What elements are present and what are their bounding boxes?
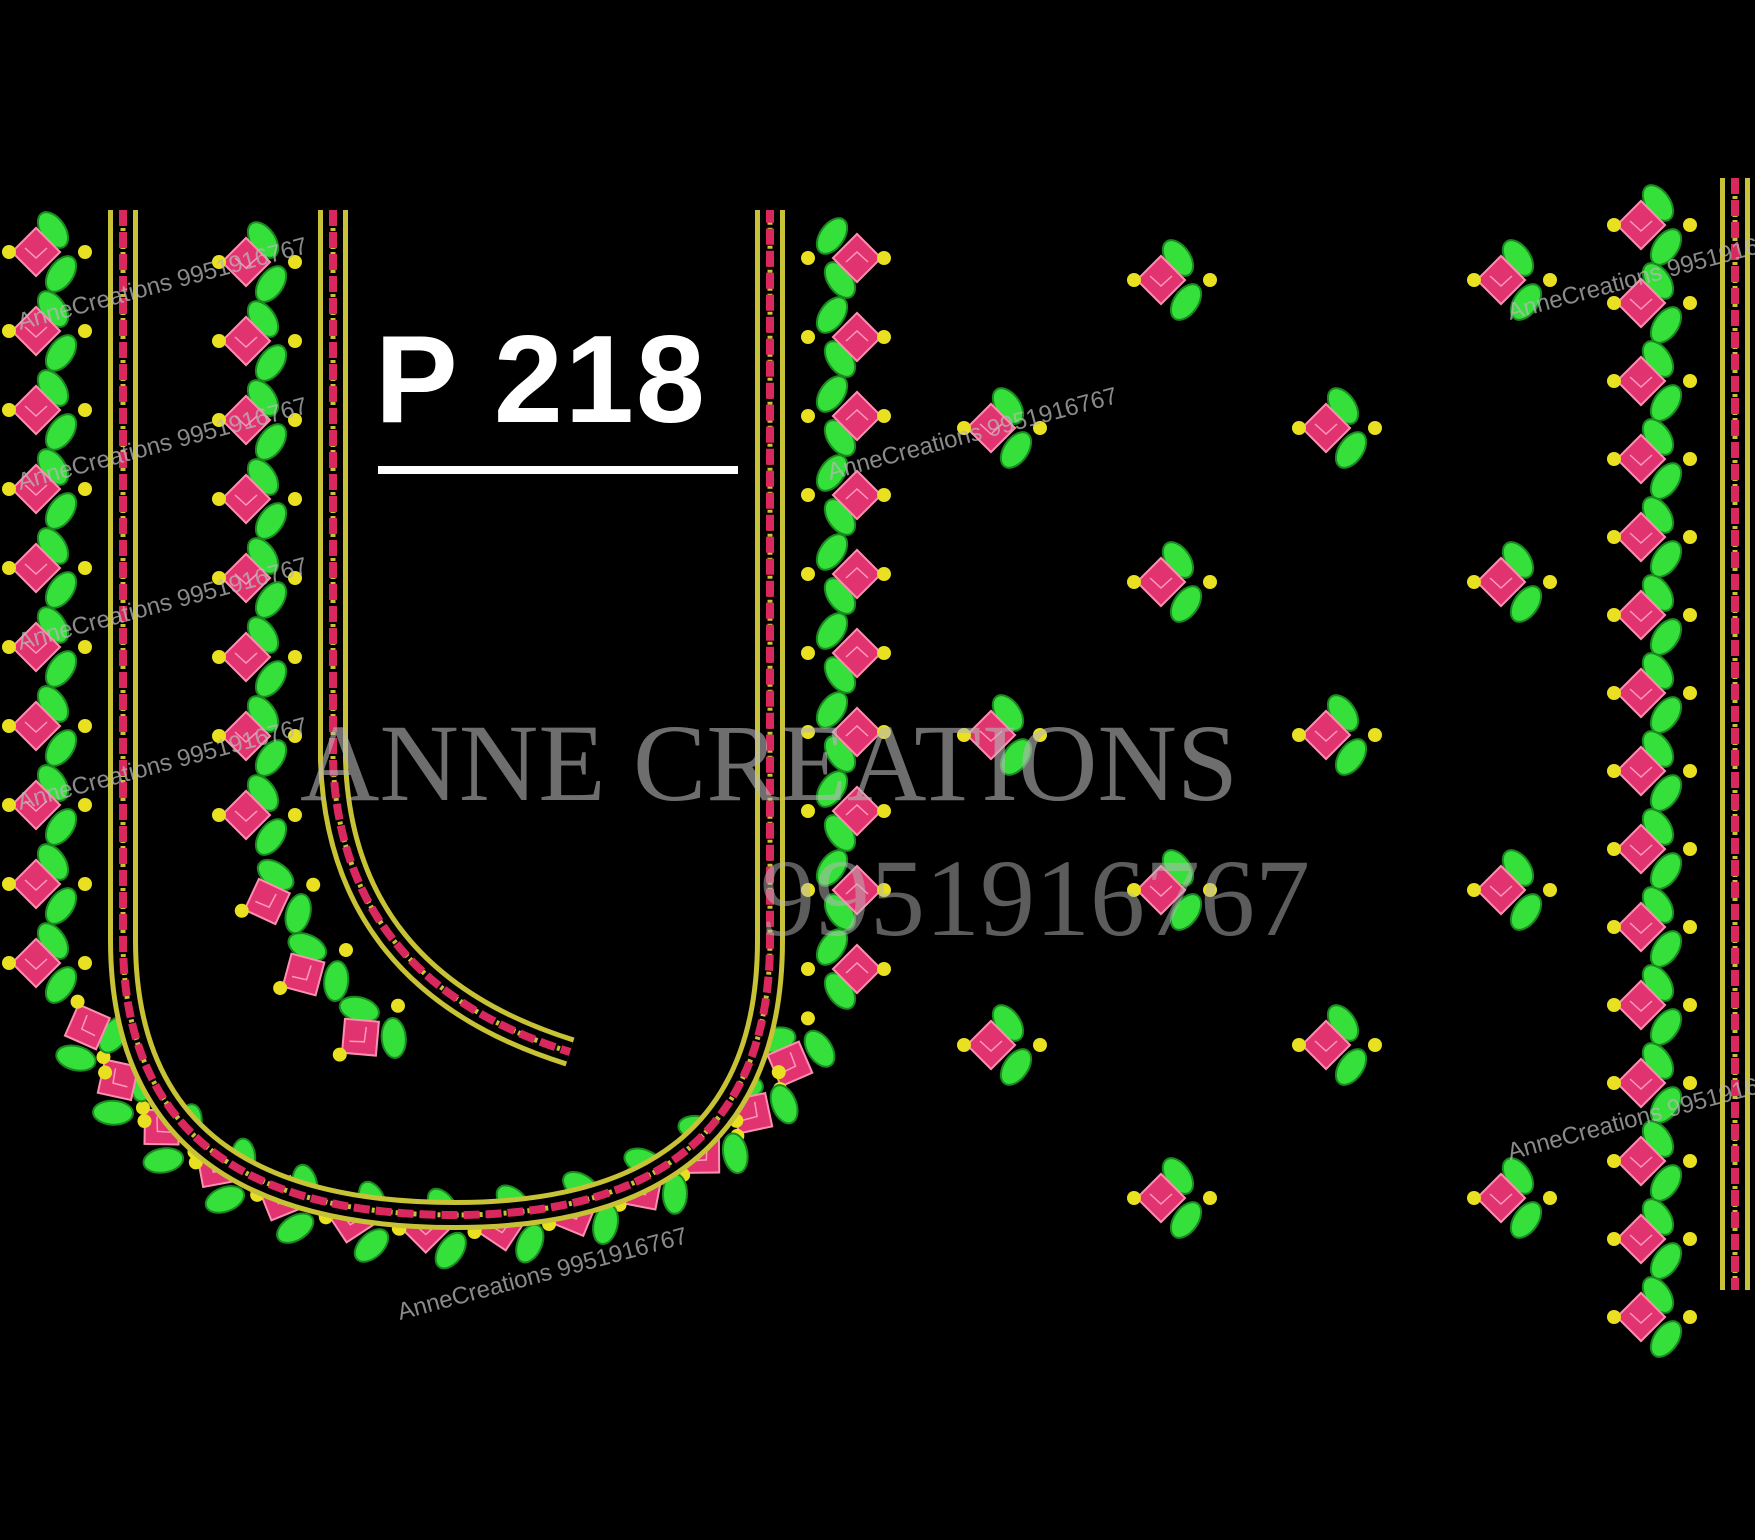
neckline-motif [1,916,94,1010]
sleeve-border-motif [1606,334,1698,428]
sleeve-border-motif [1606,568,1698,662]
neckline-motif [1,837,94,931]
design-code-underline [378,466,738,474]
sleeve-motif [1466,1151,1558,1245]
sleeve-border-motif [1606,490,1698,584]
neckline-border-outer-pink [119,210,774,1220]
sleeve-motif [1291,381,1383,475]
sleeve-border-motif [1606,880,1698,974]
sleeve-border-motif [1606,646,1698,740]
neckline-motif [211,294,303,388]
sleeve-border-motif [1606,802,1698,896]
sleeve-motif [1126,233,1218,327]
neckline-motif [1,205,94,299]
sleeve-motif [1126,535,1218,629]
sleeve-motif [1291,998,1383,1092]
neckline-motif [211,610,303,704]
sleeve-motif [1466,535,1558,629]
sleeve-motif [1126,1151,1218,1245]
neckline-motif [800,211,892,305]
sleeve-border-motif [1606,1270,1698,1364]
sleeve-border-motif [1606,724,1698,818]
sleeve-motif [956,998,1048,1092]
watermark-text: AnneCreations 9951916767 [825,382,1121,485]
sleeve-motif [1466,843,1558,937]
neckline-motif [1,521,94,615]
sleeve-border-motif [1606,1192,1698,1286]
sleeve-border-motif [1606,412,1698,506]
sleeve-motif [1291,688,1383,782]
neckline-motif [800,606,892,700]
neckline-motif [800,290,892,384]
neckline-border-inner-pink [329,210,572,1056]
border-layer [108,178,1750,1290]
neckline-motif [1,679,94,773]
design-code-title: P 218 [375,311,707,449]
watermark-large-number: 9951916767 [760,837,1310,959]
sleeve-border-motif [1606,958,1698,1052]
watermark-large-brand: ANNE CREATIONS [300,702,1238,824]
neckline-motif [800,527,892,621]
neckline-motif [1,363,94,457]
neckline-motif [211,768,303,862]
neckline-motif [211,452,303,546]
